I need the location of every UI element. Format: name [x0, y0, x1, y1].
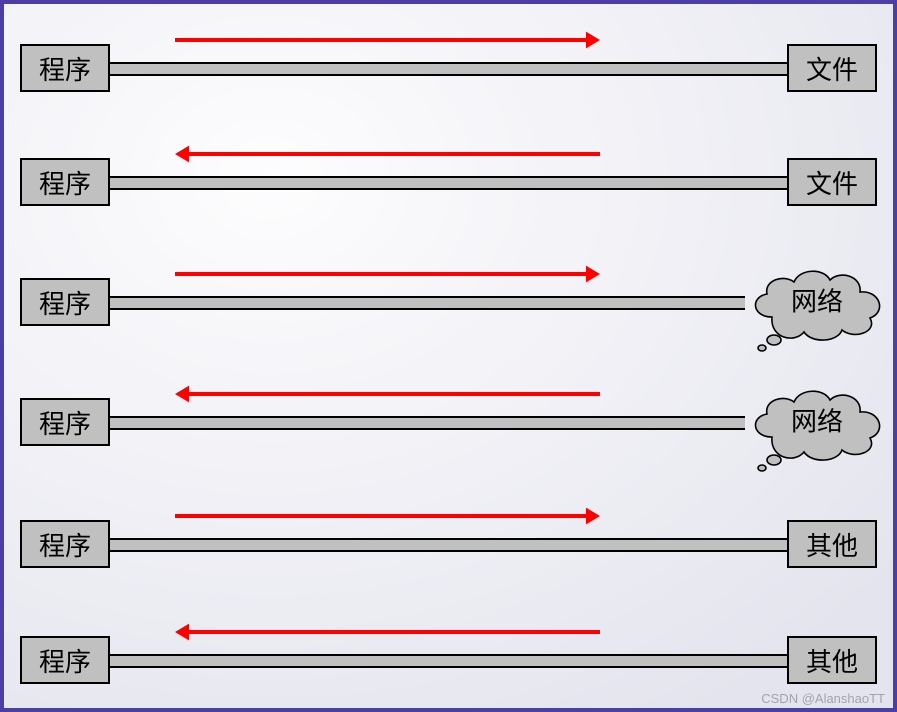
left-box: 程序 — [20, 278, 110, 326]
left-box-label: 程序 — [39, 642, 91, 679]
left-box-label: 程序 — [39, 50, 91, 87]
right-box: 文件 — [787, 44, 877, 92]
right-box: 其他 — [787, 520, 877, 568]
connector-bar — [110, 416, 745, 430]
cloud-label: 网络 — [791, 401, 843, 438]
right-box: 文件 — [787, 158, 877, 206]
left-box: 程序 — [20, 636, 110, 684]
left-box-label: 程序 — [39, 404, 91, 441]
left-box: 程序 — [20, 398, 110, 446]
connector-bar — [110, 538, 787, 552]
left-box: 程序 — [20, 158, 110, 206]
left-box: 程序 — [20, 520, 110, 568]
right-box-label: 其他 — [806, 526, 858, 563]
right-cloud: 网络 — [742, 382, 892, 472]
flow-row-5: 程序 其他 — [0, 610, 897, 700]
right-box-label: 文件 — [806, 50, 858, 87]
right-box-label: 其他 — [806, 642, 858, 679]
diagram-canvas: 程序 文件 程序 文件 程序 网络 — [0, 0, 897, 712]
left-box-label: 程序 — [39, 164, 91, 201]
cloud-label: 网络 — [791, 281, 843, 318]
right-box-label: 文件 — [806, 164, 858, 201]
watermark-text: CSDN @AlanshaoTT — [761, 691, 885, 706]
flow-row-0: 程序 文件 — [0, 18, 897, 108]
connector-bar — [110, 176, 787, 190]
right-box: 其他 — [787, 636, 877, 684]
left-box-label: 程序 — [39, 284, 91, 321]
connector-bar — [110, 62, 787, 76]
right-cloud: 网络 — [742, 262, 892, 352]
flow-row-4: 程序 其他 — [0, 494, 897, 584]
flow-row-3: 程序 网络 — [0, 372, 897, 462]
flow-row-2: 程序 网络 — [0, 252, 897, 342]
left-box: 程序 — [20, 44, 110, 92]
flow-row-1: 程序 文件 — [0, 132, 897, 222]
left-box-label: 程序 — [39, 526, 91, 563]
connector-bar — [110, 296, 745, 310]
connector-bar — [110, 654, 787, 668]
